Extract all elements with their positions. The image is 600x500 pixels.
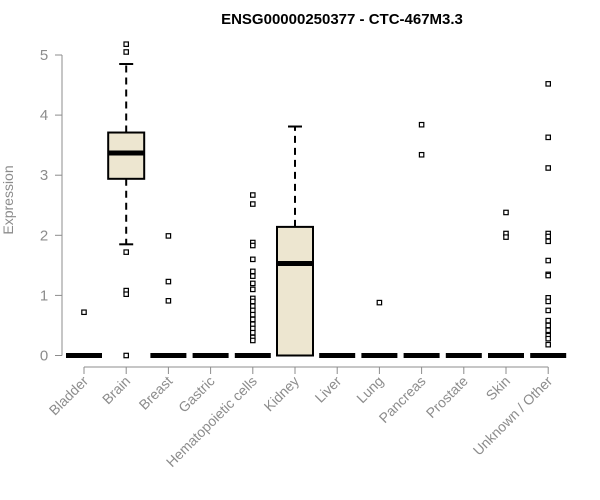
x-tick-label: Kidney <box>261 373 303 415</box>
outlier-point <box>250 242 256 249</box>
outlier-point <box>418 151 425 158</box>
outlier-point <box>376 299 383 306</box>
x-tick-label: Lung <box>353 373 386 406</box>
outlier-point <box>250 286 256 293</box>
box-bladder <box>66 309 102 358</box>
iqr-box <box>107 131 146 180</box>
outlier-point <box>545 238 552 245</box>
outlier-point <box>165 278 172 285</box>
x-tick-label: Liver <box>312 373 345 406</box>
x-tick-label: Bladder <box>46 373 92 419</box>
outlier-point <box>545 233 552 240</box>
outlier-point <box>418 121 425 128</box>
outlier-point <box>545 317 552 324</box>
outlier-point <box>545 335 552 342</box>
outlier-point <box>545 341 552 348</box>
box-breast <box>150 233 187 358</box>
outlier-point <box>250 268 256 275</box>
iqr-box <box>276 225 314 357</box>
outlier-point <box>503 234 509 240</box>
outlier-point <box>250 280 256 287</box>
outlier-point <box>250 192 256 198</box>
outlier-point <box>250 201 256 207</box>
outlier-point <box>545 257 552 264</box>
y-axis-label: Expression <box>0 165 16 234</box>
outlier-point <box>81 309 87 316</box>
x-tick-label: Breast <box>136 373 176 413</box>
x-tick-label: Unknown / Other <box>470 373 556 459</box>
outlier-point <box>123 249 130 255</box>
y-axis: 0 1 2 3 4 5 <box>40 47 63 365</box>
outlier-point <box>250 337 256 344</box>
outlier-point <box>545 165 552 171</box>
y-tick-label: 2 <box>40 227 48 244</box>
y-tick-label: 4 <box>40 107 48 124</box>
box-skin <box>488 209 524 358</box>
outlier-point <box>250 298 256 305</box>
x-tick-label: Skin <box>483 373 514 404</box>
chart-title: ENSG00000250377 - CTC-467M3.3 <box>221 11 463 28</box>
outlier-point <box>123 291 130 297</box>
y-tick-label: 1 <box>40 287 48 304</box>
box-hematopoietic-cells <box>234 192 271 358</box>
box-pancreas <box>403 121 440 358</box>
outlier-point <box>545 327 552 334</box>
outlier-point <box>123 49 130 55</box>
outlier-point <box>503 209 509 216</box>
outlier-point <box>545 298 552 305</box>
x-tick-label: Brain <box>99 373 133 407</box>
outlier-point <box>545 81 552 87</box>
x-tick-label: Pancreas <box>376 373 429 426</box>
box-unknown-other <box>530 81 567 358</box>
y-tick-label: 0 <box>40 348 48 365</box>
outlier-point <box>250 311 256 318</box>
outlier-point <box>123 41 130 47</box>
outlier-point <box>250 273 256 279</box>
outlier-point <box>123 352 130 359</box>
outlier-point <box>545 322 552 329</box>
outlier-point <box>545 307 552 314</box>
outlier-point <box>165 233 172 239</box>
box-brain <box>107 41 146 359</box>
outlier-point <box>545 134 552 141</box>
box-kidney <box>276 125 314 357</box>
outlier-point <box>545 272 552 279</box>
x-tick-label: Prostate <box>423 373 471 421</box>
y-tick-label: 5 <box>40 47 48 64</box>
outlier-point <box>165 298 172 304</box>
outlier-point <box>250 329 256 336</box>
box-lung <box>361 299 398 358</box>
box-series <box>66 41 567 359</box>
outlier-point <box>250 256 256 263</box>
y-tick-label: 3 <box>40 167 48 184</box>
outlier-point <box>250 316 256 323</box>
